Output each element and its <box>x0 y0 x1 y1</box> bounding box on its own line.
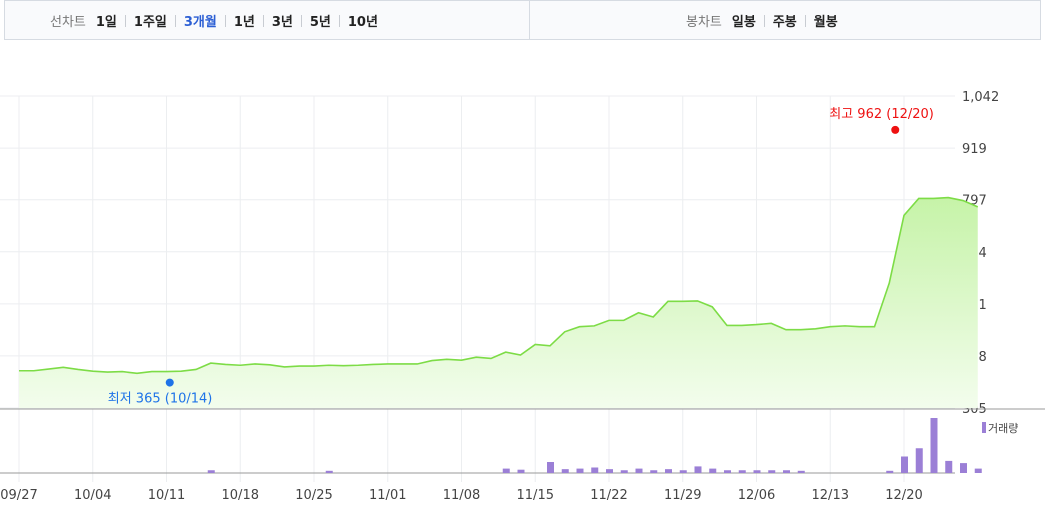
candle-weekly[interactable]: 주봉 <box>772 15 797 30</box>
volume-legend-label: 거래량 <box>988 422 1018 435</box>
volume-bar <box>797 470 805 473</box>
volume-bar <box>606 469 613 473</box>
volume-bar <box>915 448 923 473</box>
volume-bar <box>517 469 525 473</box>
x-tick-label: 10/11 <box>148 488 185 503</box>
period-5year[interactable]: 5년 <box>309 15 331 30</box>
line-chart-group: 선차트 1일 1주일 3개월 1년 3년 5년 10년 <box>50 1 378 40</box>
separator <box>124 14 126 27</box>
high-label: 최고 962 (12/20) <box>829 107 934 122</box>
low-marker <box>165 378 174 387</box>
separator <box>804 14 806 27</box>
volume-bar <box>768 470 776 473</box>
y-tick-label: 919 <box>962 142 987 157</box>
separator <box>338 14 340 27</box>
volume-bar <box>753 470 761 473</box>
x-tick-label: 11/08 <box>443 488 480 503</box>
candle-chart-group: 봉차트 일봉 주봉 월봉 <box>686 1 838 40</box>
volume-bar <box>886 470 894 473</box>
candle-chart-label: 봉차트 <box>686 15 722 30</box>
volume-bar <box>945 460 953 473</box>
separator <box>763 14 765 27</box>
volume-bar <box>325 470 333 473</box>
volume-bar <box>901 456 908 473</box>
volume-bar <box>502 468 510 473</box>
period-1year[interactable]: 1년 <box>233 15 255 30</box>
high-marker <box>891 125 900 134</box>
period-1day[interactable]: 1일 <box>95 15 117 30</box>
period-1week[interactable]: 1주일 <box>133 15 167 30</box>
toolbar-divider <box>529 1 530 40</box>
volume-bar <box>576 468 584 473</box>
volume-bar <box>591 467 599 473</box>
volume-bar <box>561 469 569 473</box>
line-chart-label: 선차트 <box>50 15 86 30</box>
x-tick-label: 10/18 <box>222 488 259 503</box>
x-tick-label: 11/22 <box>590 488 627 503</box>
volume-bar <box>738 470 746 473</box>
x-tick-label: 12/20 <box>885 488 922 503</box>
volume-bar <box>709 468 717 473</box>
candle-monthly[interactable]: 월봉 <box>813 15 838 30</box>
x-tick-label: 10/25 <box>295 488 332 503</box>
volume-bar <box>679 470 687 473</box>
volume-bar <box>974 468 982 473</box>
separator <box>300 14 302 27</box>
volume-bar <box>724 470 731 473</box>
period-10year[interactable]: 10년 <box>347 15 378 30</box>
separator <box>224 14 226 27</box>
x-tick-label: 11/15 <box>517 488 554 503</box>
x-tick-label: 11/01 <box>369 488 406 503</box>
candle-daily[interactable]: 일봉 <box>731 15 756 30</box>
x-tick-label: 10/04 <box>74 488 111 503</box>
separator <box>262 14 264 27</box>
volume-bar <box>547 462 554 473</box>
volume-bar <box>635 468 643 473</box>
price-area <box>19 197 978 408</box>
volume-bar <box>620 470 628 473</box>
y-tick-label: 1,042 <box>962 90 999 105</box>
price-line <box>19 196 979 375</box>
x-tick-label: 09/27 <box>0 488 37 503</box>
period-3month[interactable]: 3개월 <box>183 15 217 30</box>
chart-toolbar: 선차트 1일 1주일 3개월 1년 3년 5년 10년 봉차트 일봉 주봉 월봉 <box>4 0 1041 40</box>
volume-legend-swatch <box>982 422 986 433</box>
volume-bar <box>930 418 938 473</box>
volume-bar <box>650 470 658 473</box>
volume-bar <box>665 469 672 473</box>
x-tick-label: 12/06 <box>738 488 775 503</box>
period-3year[interactable]: 3년 <box>271 15 293 30</box>
low-label: 최저 365 (10/14) <box>108 392 213 407</box>
separator <box>174 14 176 27</box>
volume-bar <box>783 470 790 473</box>
volume-bar <box>960 463 967 473</box>
volume-bar <box>694 466 702 473</box>
x-tick-label: 12/13 <box>812 488 849 503</box>
volume-bar <box>207 470 215 473</box>
x-tick-label: 11/29 <box>664 488 701 503</box>
